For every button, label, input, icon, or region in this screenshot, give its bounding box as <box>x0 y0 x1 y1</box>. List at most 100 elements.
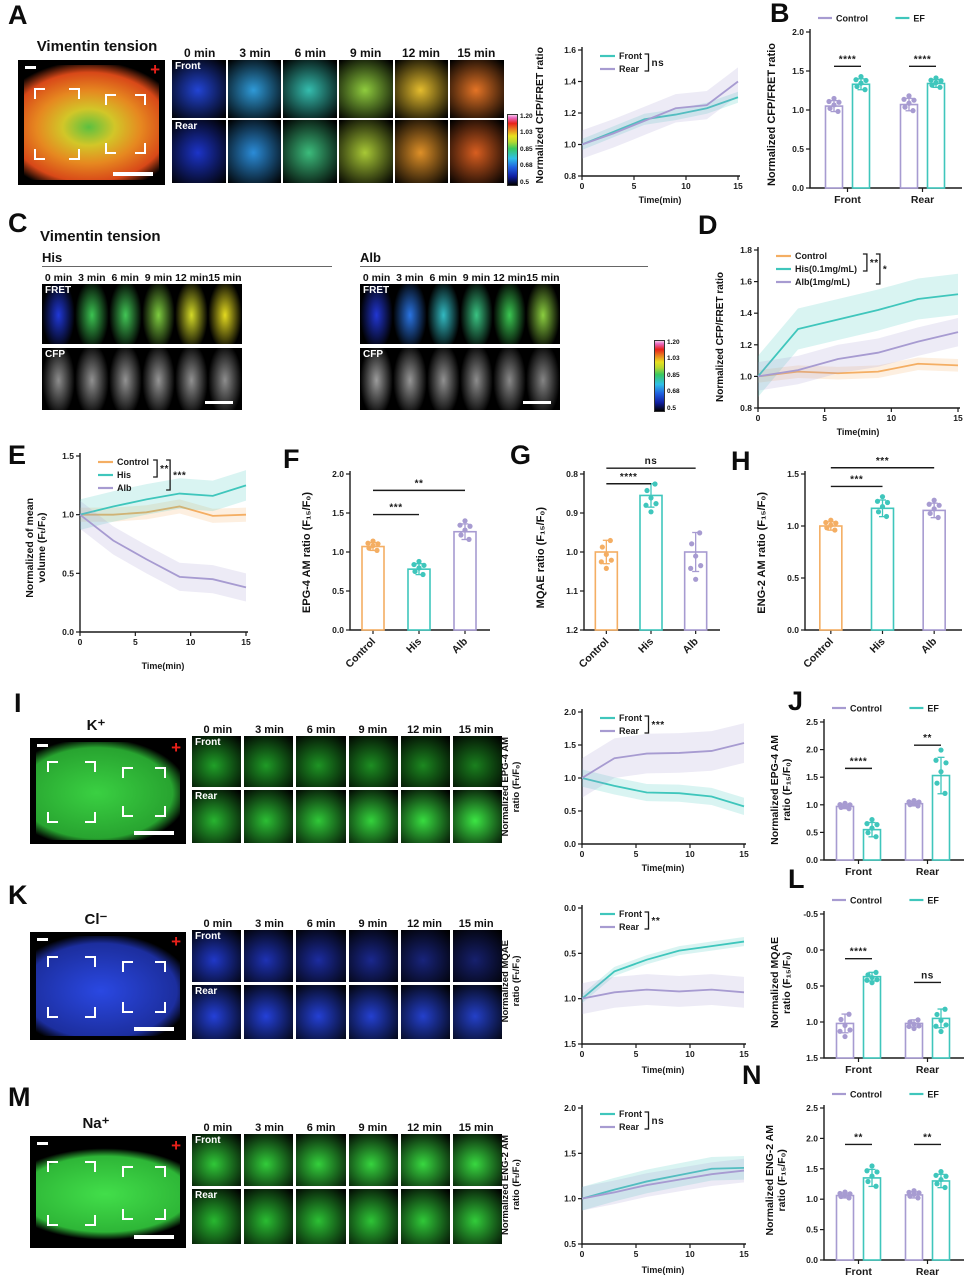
svg-text:1.0: 1.0 <box>564 140 576 150</box>
svg-text:1.0: 1.0 <box>792 105 804 115</box>
svg-text:15: 15 <box>739 1049 749 1059</box>
time-label: 15 min <box>208 272 242 284</box>
time-label: 3 min <box>255 918 284 930</box>
montage-tile <box>172 120 226 183</box>
svg-text:2.0: 2.0 <box>792 27 804 37</box>
svg-text:1.0: 1.0 <box>564 1194 576 1204</box>
time-label: 12 min <box>401 46 440 60</box>
panel-letter-f: F <box>283 444 300 474</box>
cell-blob <box>36 1140 180 1244</box>
roi-bracket <box>122 961 166 1013</box>
montage-sodium-front-rear: 0 min 3 min 6 min 9 min 12 min 15 min Front Rea… <box>192 1118 502 1244</box>
panel-letter-a: A <box>8 0 28 30</box>
panel-m-line-chart: 0.5 1.0 1.5 2.0 0 5 10 15 Time(min) Front Rear ns <box>550 1092 754 1276</box>
divider <box>360 266 648 267</box>
montage-tile <box>108 348 142 410</box>
montage-tile <box>75 348 109 410</box>
time-label: 12 min <box>407 918 442 930</box>
time-label: 15 min <box>526 272 560 284</box>
time-label: 9 min <box>358 1122 388 1134</box>
montage-tile <box>175 348 209 410</box>
time-label: 0 min <box>203 918 233 930</box>
montage-tile <box>459 284 494 344</box>
panel-e-ylabel: Normalized of mean volume (Fₜ/F₀) <box>23 497 48 598</box>
time-label: 3 min <box>396 272 424 284</box>
time-label: 6 min <box>306 1122 336 1134</box>
colorbar-tick: 0.85 <box>520 145 533 153</box>
divider <box>42 266 332 267</box>
panel-c-title: Vimentin tension <box>40 228 161 245</box>
svg-text:Rear: Rear <box>916 1064 939 1076</box>
svg-text:1.0: 1.0 <box>566 547 578 557</box>
panel-a-chart-ylabel: Normalized CFP/FRET ratio <box>533 46 546 184</box>
panel-j-ylabel: Normalized EPG-4 AM ratio (F₁₅/F₀) <box>768 735 793 845</box>
panel-d-line-chart: 0.8 1.0 1.2 1.4 1.6 1.8 0 5 10 15 Time(min) Control… <box>730 240 968 438</box>
montage-tile <box>192 930 242 982</box>
svg-text:0.0: 0.0 <box>332 625 344 635</box>
svg-text:His: His <box>636 636 656 656</box>
svg-text:***: *** <box>652 720 665 731</box>
svg-text:1.0: 1.0 <box>740 371 752 381</box>
montage-tile <box>452 930 502 982</box>
time-label: 12 min <box>175 272 209 284</box>
montage-tile <box>394 60 449 118</box>
cell-image-chloride: + <box>30 932 186 1040</box>
montage-tile <box>452 1189 502 1244</box>
montage-potassium-front-rear: 0 min 3 min 6 min 9 min 12 min 15 min Front Rea… <box>192 720 502 843</box>
svg-text:0.8: 0.8 <box>564 171 576 181</box>
colorbar-tick: 1.03 <box>520 129 533 137</box>
montage-time-headers: 0 min 3 min 6 min 9 min 12 min 15 min <box>192 720 502 736</box>
svg-text:Alb: Alb <box>117 483 132 493</box>
time-label: 15 min <box>458 1122 494 1134</box>
montage-tile <box>141 284 176 344</box>
svg-text:Alb: Alb <box>919 636 939 656</box>
svg-text:ns: ns <box>645 456 658 467</box>
panel-a-title: Vimentin tension <box>36 38 158 55</box>
montage-tile <box>493 348 527 410</box>
svg-text:1.0: 1.0 <box>787 521 799 531</box>
montage-tile <box>526 348 560 410</box>
svg-text:Control: Control <box>850 704 882 714</box>
montage-tile <box>393 284 427 344</box>
panel-m-title: Na⁺ <box>82 1115 110 1132</box>
chart-svg: 0.0 0.5 1.0 1.5 2.0 Front Rear Control EF **** ***… <box>792 14 962 206</box>
montage-tile <box>394 120 449 183</box>
svg-text:1.0: 1.0 <box>332 547 344 557</box>
svg-text:***: *** <box>389 503 402 514</box>
panel-letter-l: L <box>788 864 805 894</box>
montage-tile <box>426 284 460 344</box>
svg-text:15: 15 <box>739 849 749 859</box>
panel-letter-c: C <box>8 208 28 238</box>
svg-text:Front: Front <box>845 1266 872 1278</box>
time-label: 9 min <box>358 724 388 736</box>
svg-text:Control: Control <box>343 636 378 671</box>
panel-k-chart-ylabel: Normalized MQAE ratio (Fₜ/F₀) <box>500 939 522 1023</box>
svg-text:His(0.1mg/mL): His(0.1mg/mL) <box>795 264 857 274</box>
cell-image-vimentin: + <box>18 60 165 185</box>
svg-text:Time(min): Time(min) <box>642 1265 685 1275</box>
chart-svg: 0.8 1.0 1.2 1.4 1.6 1.8 0 5 10 15 Time(min) Control… <box>740 245 963 437</box>
svg-text:**: ** <box>160 464 169 475</box>
roi-bracket <box>122 766 166 818</box>
panel-e-line-chart: 0.0 0.5 1.0 1.5 0 5 10 15 Time(min) Control His Alb… <box>52 444 254 672</box>
panel-a-line-chart: 0.8 1.0 1.2 1.4 1.6 0 5 10 15 Time(min) Front Rear n… <box>550 36 748 206</box>
montage-row-label: Front <box>175 61 201 72</box>
montage-tile <box>296 985 346 1039</box>
svg-text:****: **** <box>839 54 857 65</box>
colorbar: 1.20 1.03 0.85 0.68 0.5 <box>654 339 680 412</box>
montage-tile <box>348 1189 398 1244</box>
svg-text:Rear: Rear <box>619 1122 640 1132</box>
svg-text:Front: Front <box>845 866 872 878</box>
svg-text:His: His <box>404 636 424 656</box>
time-label: 0 min <box>362 272 391 284</box>
colorbar-tick: 0.68 <box>667 388 680 396</box>
panel-letter-m: M <box>8 1082 31 1112</box>
montage-his-fret-cfp: 0 min 3 min 6 min 9 min 12 min 15 min FRET CFP <box>42 269 242 410</box>
svg-text:**: ** <box>854 1132 863 1143</box>
svg-text:Control: Control <box>801 636 836 671</box>
panel-g-bar-chart: 1.2 1.1 1.0 0.9 0.8 Control His Alb **** ns <box>554 452 726 674</box>
colorbar-tick: 1.20 <box>667 339 680 346</box>
time-label: 9 min <box>462 272 491 284</box>
chart-svg: 1.5 1.0 0.5 0.0 0 5 10 15 Time(min) Front Rear ** <box>564 903 749 1075</box>
